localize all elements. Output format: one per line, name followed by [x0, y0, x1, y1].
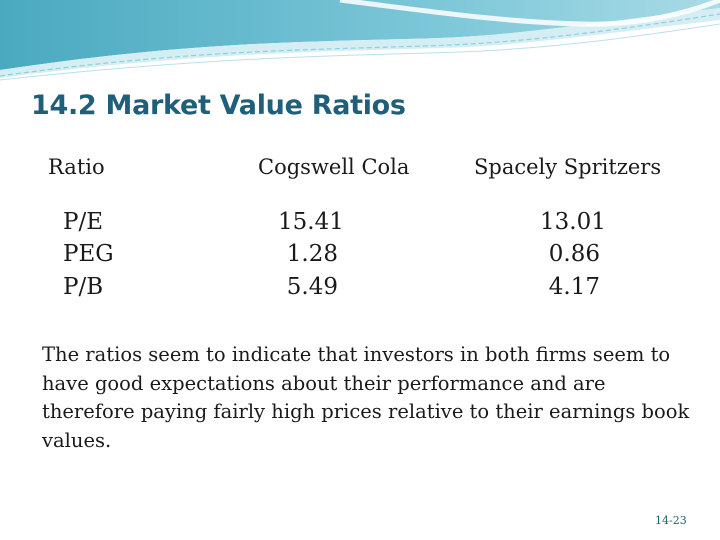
- ratio-label-pb: P/B: [63, 274, 104, 300]
- ratio-label-peg: PEG: [63, 241, 114, 267]
- spacely-peg-value: 0.86: [548, 241, 600, 267]
- page-number: 14-23: [655, 514, 687, 527]
- slide-title: 14.2 Market Value Ratios: [31, 90, 406, 121]
- header-wave-graphic: [0, 0, 720, 81]
- column-header-ratio: Ratio: [48, 155, 105, 179]
- column-header-cogswell-cola: Cogswell Cola: [258, 155, 410, 179]
- explanation-paragraph: The ratios seem to indicate that investo…: [42, 343, 690, 452]
- cogswell-peg-value: 1.28: [286, 241, 338, 267]
- column-header-spacely-spritzers: Spacely Spritzers: [474, 155, 662, 179]
- cogswell-pb-value: 5.49: [286, 274, 338, 300]
- spacely-pb-value: 4.17: [548, 274, 600, 300]
- ratio-label-pe: P/E: [63, 209, 104, 235]
- cogswell-pe-value: 15.41: [278, 209, 344, 235]
- spacely-pe-value: 13.01: [540, 209, 606, 235]
